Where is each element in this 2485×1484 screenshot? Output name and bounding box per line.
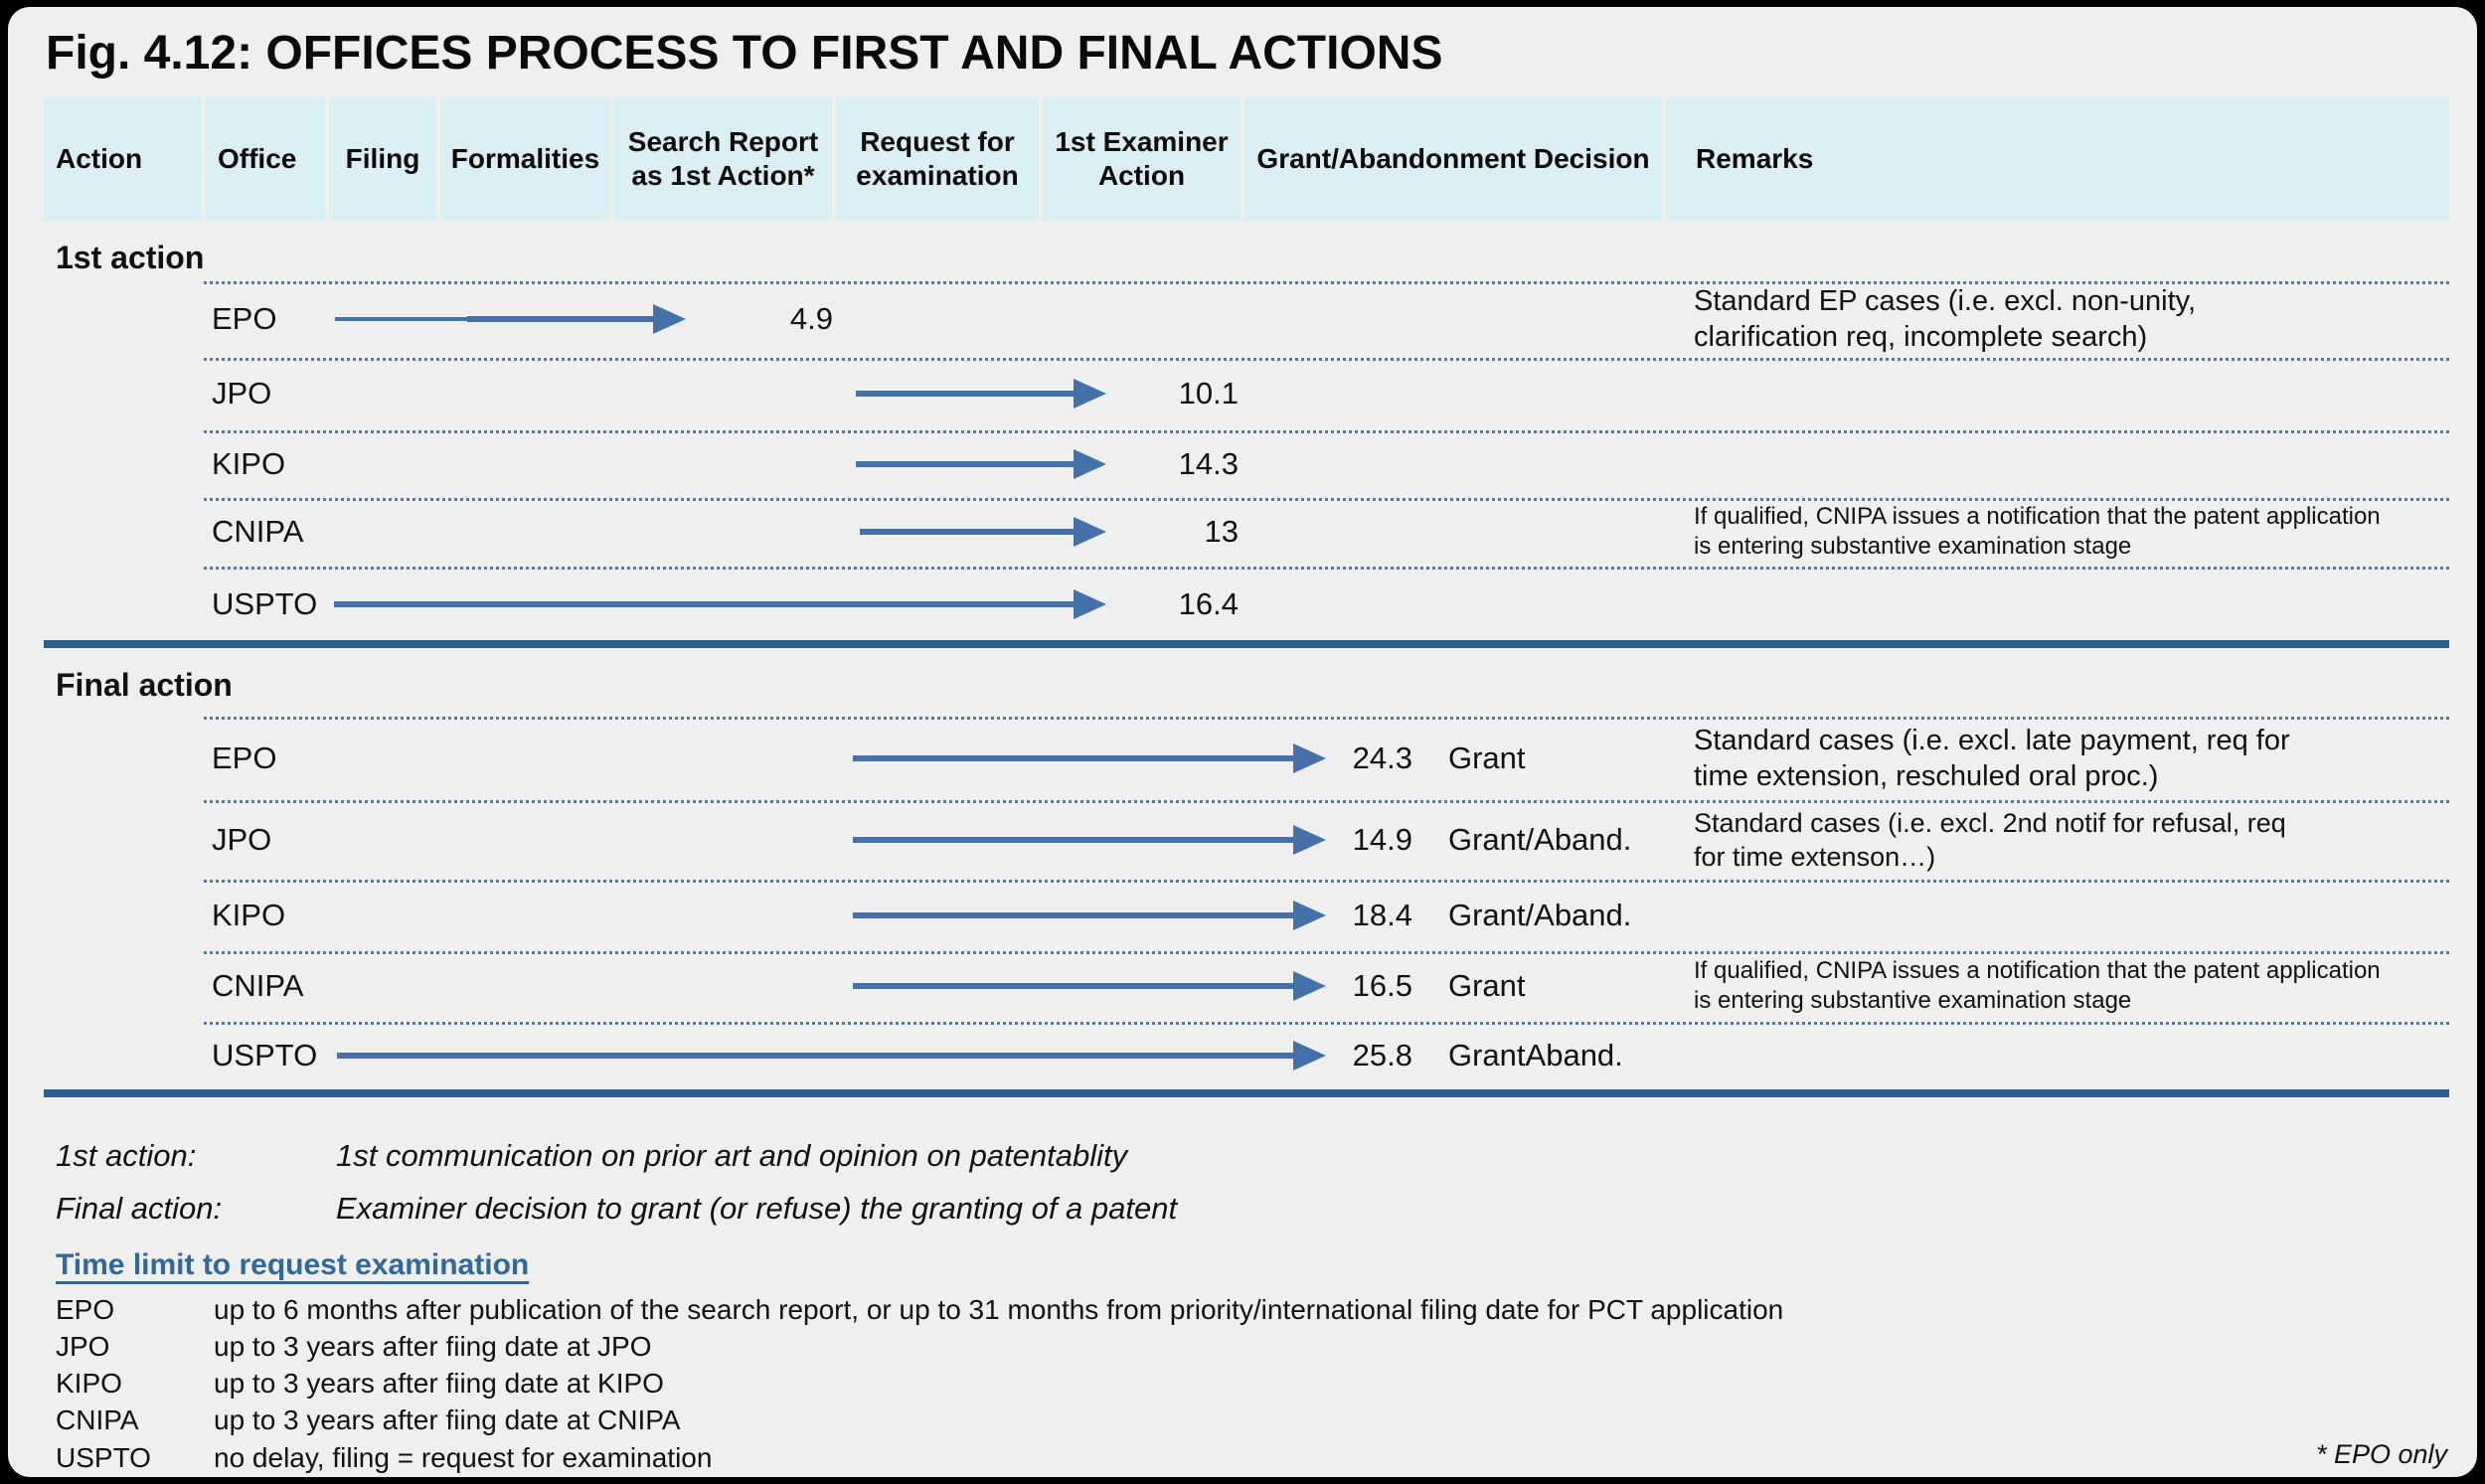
row-separator bbox=[204, 951, 2449, 954]
time-limit-text-uspto: no delay, filing = request for examinati… bbox=[214, 1442, 713, 1473]
time-limit-office-epo: EPO bbox=[56, 1294, 115, 1325]
office-label-epo-first: EPO bbox=[212, 301, 277, 336]
months-value-cnipa-first: 13 bbox=[1204, 514, 1239, 549]
office-label-jpo-first: JPO bbox=[212, 376, 272, 411]
column-header-action: Action bbox=[44, 96, 202, 221]
time-limit-text-epo: up to 6 months after publication of the … bbox=[214, 1294, 1784, 1325]
office-label-epo-final: EPO bbox=[212, 741, 277, 775]
time-limit-text-jpo: up to 3 years after fiing date at JPO bbox=[214, 1331, 652, 1362]
office-label-jpo-final: JPO bbox=[212, 822, 272, 857]
column-header-filing: Filing bbox=[329, 96, 436, 221]
column-header-remarks: Remarks bbox=[1666, 96, 2449, 221]
months-value-epo-first: 4.9 bbox=[789, 301, 833, 336]
row-separator bbox=[204, 1022, 2449, 1025]
decision-epo-final: Grant bbox=[1448, 741, 1526, 775]
office-label-cnipa-first: CNIPA bbox=[212, 514, 304, 549]
timeline-arrow-uspto-final bbox=[337, 1041, 1326, 1071]
definition-term-first-action: 1st action: bbox=[56, 1138, 197, 1173]
column-header-office: Office bbox=[206, 96, 325, 221]
figure-title: Fig. 4.12: OFFICES PROCESS TO FIRST AND … bbox=[46, 27, 1443, 80]
decision-kipo-final: Grant/Aband. bbox=[1448, 898, 1632, 932]
months-value-jpo-final: 14.9 bbox=[1352, 822, 1412, 857]
section-label-first-action: 1st action bbox=[56, 240, 205, 275]
timeline-arrow-epo-first-tail bbox=[335, 317, 472, 321]
column-header-first-examiner-action: 1st Examiner Action bbox=[1043, 96, 1241, 221]
timeline-arrow-epo-final bbox=[853, 743, 1326, 773]
time-limit-office-jpo: JPO bbox=[56, 1331, 110, 1362]
definition-text-first-action: 1st communication on prior art and opini… bbox=[336, 1138, 1128, 1173]
column-header-grant-abandonment: Grant/Abandonment Decision bbox=[1244, 96, 1662, 221]
section-divider bbox=[44, 640, 2449, 648]
row-separator bbox=[204, 430, 2449, 433]
section-label-final-action: Final action bbox=[56, 667, 233, 703]
office-label-cnipa-final: CNIPA bbox=[212, 968, 304, 1003]
row-separator bbox=[204, 498, 2449, 501]
timeline-arrow-jpo-first bbox=[856, 379, 1106, 409]
row-separator bbox=[204, 281, 2449, 284]
months-value-kipo-final: 18.4 bbox=[1352, 898, 1412, 932]
timeline-arrow-kipo-first bbox=[856, 449, 1106, 479]
row-separator bbox=[204, 800, 2449, 803]
time-limit-office-uspto: USPTO bbox=[56, 1442, 151, 1473]
timeline-arrow-jpo-final bbox=[853, 825, 1326, 855]
time-limit-text-kipo: up to 3 years after fiing date at KIPO bbox=[214, 1368, 664, 1399]
office-label-kipo-first: KIPO bbox=[212, 446, 286, 481]
months-value-epo-final: 24.3 bbox=[1352, 741, 1412, 775]
column-header-search-report: Search Report as 1st Action* bbox=[614, 96, 832, 221]
timeline-arrow-uspto-first bbox=[334, 589, 1106, 619]
decision-cnipa-final: Grant bbox=[1448, 968, 1526, 1003]
timeline-arrow-cnipa-first bbox=[860, 517, 1106, 547]
row-separator bbox=[204, 358, 2449, 361]
definition-term-final-action: Final action: bbox=[56, 1191, 223, 1226]
decision-jpo-final: Grant/Aband. bbox=[1448, 822, 1632, 857]
timeline-arrow-cnipa-final bbox=[853, 971, 1326, 1001]
column-header-request-examination: Request for examination bbox=[836, 96, 1039, 221]
time-limit-office-kipo: KIPO bbox=[56, 1368, 122, 1399]
remark-jpo-final: Standard cases (i.e. excl. 2nd notif for… bbox=[1694, 808, 2286, 872]
remark-cnipa-final: If qualified, CNIPA issues a notificatio… bbox=[1694, 957, 2381, 1014]
months-value-jpo-first: 10.1 bbox=[1178, 376, 1239, 411]
time-limit-office-cnipa: CNIPA bbox=[56, 1404, 139, 1435]
timeline-arrow-epo-first bbox=[467, 304, 686, 334]
row-separator bbox=[204, 567, 2449, 570]
time-limit-heading: Time limit to request examination bbox=[56, 1248, 530, 1281]
remark-cnipa-first: If qualified, CNIPA issues a notificatio… bbox=[1694, 503, 2381, 560]
column-header-formalities: Formalities bbox=[440, 96, 610, 221]
definition-text-final-action: Examiner decision to grant (or refuse) t… bbox=[336, 1191, 1178, 1226]
months-value-cnipa-final: 16.5 bbox=[1352, 968, 1412, 1003]
office-label-kipo-final: KIPO bbox=[212, 898, 286, 932]
office-label-uspto-first: USPTO bbox=[212, 586, 318, 621]
remark-epo-final: Standard cases (i.e. excl. late payment,… bbox=[1694, 725, 2290, 792]
decision-uspto-final: GrantAband. bbox=[1448, 1038, 1623, 1072]
row-separator bbox=[204, 880, 2449, 883]
months-value-kipo-first: 14.3 bbox=[1178, 446, 1239, 481]
remark-epo-first: Standard EP cases (i.e. excl. non-unity,… bbox=[1694, 285, 2197, 353]
timeline-arrow-kipo-final bbox=[853, 901, 1326, 930]
time-limit-text-cnipa: up to 3 years after fiing date at CNIPA bbox=[214, 1404, 681, 1435]
figure-card bbox=[8, 7, 2477, 1477]
months-value-uspto-final: 25.8 bbox=[1352, 1038, 1412, 1072]
section-divider bbox=[44, 1089, 2449, 1097]
footnote-epo-only: * EPO only bbox=[2315, 1439, 2447, 1469]
row-separator bbox=[204, 717, 2449, 720]
months-value-uspto-first: 16.4 bbox=[1178, 586, 1239, 621]
office-label-uspto-final: USPTO bbox=[212, 1038, 318, 1072]
